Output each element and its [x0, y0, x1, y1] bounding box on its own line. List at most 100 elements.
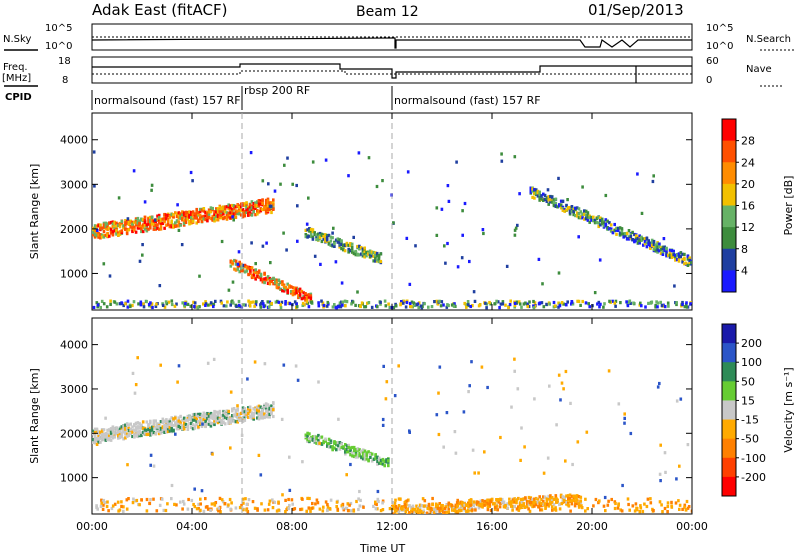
- heatmap-cell: [187, 497, 190, 502]
- heatmap-cell: [256, 507, 259, 511]
- heatmap-cell: [238, 414, 241, 418]
- heatmap-cell: [327, 445, 331, 449]
- heatmap-cell: [335, 441, 338, 445]
- heatmap-cell: [584, 216, 588, 220]
- heatmap-cell: [584, 509, 587, 513]
- heatmap-cell: [358, 489, 361, 494]
- heatmap-cell: [184, 220, 188, 224]
- heatmap-cell: [117, 436, 120, 440]
- heatmap-cell: [317, 238, 320, 242]
- heatmap-cell: [672, 249, 675, 253]
- heatmap-cell: [620, 509, 624, 513]
- heatmap-cell: [190, 425, 193, 429]
- heatmap-cell: [264, 402, 268, 406]
- heatmap-cell: [174, 421, 177, 425]
- heatmap-cell: [352, 509, 356, 513]
- heatmap-cell: [550, 200, 554, 204]
- heatmap-cell: [254, 268, 257, 272]
- heatmap-cell: [177, 419, 181, 423]
- heatmap-cell: [191, 418, 195, 422]
- heatmap-cell: [167, 300, 171, 304]
- heatmap-cell: [527, 507, 530, 511]
- heatmap-cell: [113, 426, 116, 431]
- heatmap-cell: [549, 501, 552, 505]
- heatmap-cell: [170, 225, 173, 229]
- heatmap-cell: [335, 306, 338, 310]
- heatmap-cell: [231, 415, 234, 419]
- heatmap-cell: [277, 508, 280, 512]
- heatmap-cell: [262, 305, 266, 309]
- heatmap-cell: [684, 303, 688, 307]
- heatmap-cell: [131, 220, 134, 224]
- heatmap-cell: [179, 214, 182, 218]
- heatmap-cell: [349, 501, 353, 506]
- heatmap-cell: [104, 438, 108, 442]
- heatmap-cell: [513, 301, 517, 305]
- heatmap-cell: [197, 414, 200, 419]
- heatmap-cell: [218, 496, 222, 500]
- heatmap-cell: [546, 503, 549, 507]
- heatmap-cell: [495, 498, 498, 502]
- heatmap-cell: [613, 500, 617, 504]
- heatmap-cell: [273, 278, 277, 282]
- heatmap-cell: [372, 504, 375, 508]
- heatmap-cell: [218, 411, 222, 415]
- heatmap-cell: [496, 508, 499, 512]
- heatmap-cell: [134, 221, 138, 225]
- heatmap-cell: [516, 387, 520, 391]
- heatmap-cell: [229, 260, 233, 264]
- heatmap-cell: [113, 220, 116, 224]
- heatmap-cell: [402, 301, 405, 305]
- heatmap-cell: [461, 507, 465, 511]
- heatmap-cell: [315, 498, 319, 502]
- heatmap-cell: [345, 450, 349, 454]
- heatmap-cell: [170, 221, 173, 225]
- heatmap-cell: [286, 282, 289, 286]
- heatmap-cell: [254, 262, 257, 266]
- heatmap-cell: [572, 213, 575, 217]
- heatmap-cell: [536, 500, 540, 504]
- heatmap-cell: [236, 212, 239, 216]
- heatmap-cell: [522, 302, 526, 306]
- heatmap-cell: [282, 284, 286, 288]
- heatmap-cell: [488, 501, 491, 505]
- heatmap-cell: [436, 506, 440, 510]
- heatmap-cell: [264, 210, 268, 214]
- heatmap-cell: [531, 497, 534, 502]
- heatmap-cell: [643, 239, 647, 244]
- heatmap-cell: [223, 210, 227, 214]
- heatmap-cell: [279, 182, 282, 186]
- heatmap-cell: [93, 436, 97, 440]
- heatmap-cell: [313, 232, 316, 237]
- heatmap-cell: [163, 212, 166, 217]
- heatmap-cell: [659, 479, 662, 483]
- heatmap-cell: [231, 299, 234, 303]
- heatmap-cell: [467, 390, 470, 394]
- heatmap-cell: [300, 289, 304, 293]
- heatmap-cell: [231, 407, 234, 411]
- heatmap-cell: [625, 300, 628, 304]
- heatmap-cell: [214, 501, 218, 505]
- heatmap-cell: [333, 303, 336, 307]
- heatmap-cell: [181, 210, 184, 214]
- heatmap-cell: [257, 404, 261, 408]
- heatmap-cell: [402, 508, 406, 512]
- heatmap-cell: [257, 417, 261, 421]
- heatmap-cell: [184, 418, 188, 422]
- heatmap-cell: [193, 418, 197, 422]
- heatmap-cell: [340, 445, 343, 449]
- heatmap-cell: [149, 215, 152, 219]
- heatmap-cell: [638, 241, 641, 245]
- heatmap-cell: [238, 209, 241, 213]
- heatmap-cell: [124, 219, 127, 223]
- heatmap-cell: [555, 423, 558, 427]
- heatmap-cell: [211, 214, 214, 218]
- heatmap-cell: [559, 203, 563, 207]
- heatmap-cell: [438, 502, 441, 506]
- heatmap-cell: [347, 174, 350, 178]
- heatmap-cell: [666, 504, 670, 509]
- heatmap-cell: [678, 507, 681, 511]
- heatmap-cell: [661, 252, 665, 256]
- heatmap-cell: [469, 304, 472, 309]
- heatmap-cell: [570, 494, 574, 498]
